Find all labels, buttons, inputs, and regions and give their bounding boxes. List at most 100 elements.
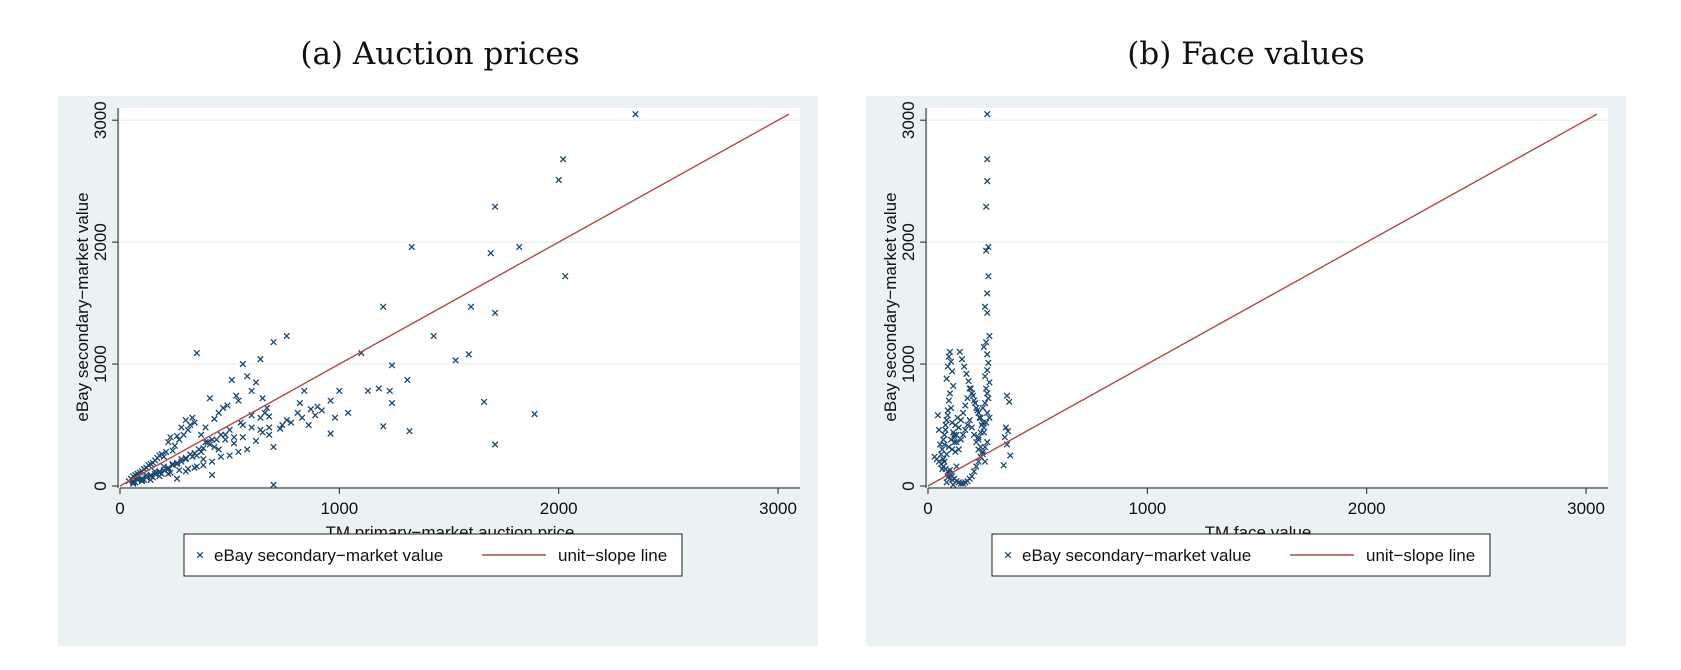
y-tick-label: 1000	[899, 345, 918, 383]
scatter-point	[151, 470, 159, 478]
panel-a-title: (a) Auction prices	[300, 36, 580, 72]
scatter-point	[314, 403, 321, 411]
scatter-point	[178, 424, 185, 431]
scatter-point	[270, 338, 277, 346]
scatter-point	[138, 475, 146, 482]
scatter-point	[206, 394, 214, 402]
scatter-point	[967, 385, 975, 392]
legend-marker-scatter	[1004, 551, 1012, 559]
scatter-point	[296, 399, 304, 407]
scatter-point	[962, 402, 969, 409]
scatter-point	[173, 475, 181, 482]
scatter-point	[981, 458, 989, 465]
scatter-point	[147, 476, 154, 484]
scatter-point	[327, 430, 334, 437]
scatter-point	[985, 273, 992, 280]
scatter-point	[944, 407, 952, 414]
scatter-point	[467, 303, 475, 311]
scatter-point	[138, 476, 146, 484]
scatter-point	[452, 357, 459, 364]
scatter-point	[937, 451, 945, 458]
scatter-point	[191, 419, 198, 426]
scatter-point	[217, 431, 225, 439]
scatter-point	[375, 385, 383, 392]
scatter-point	[948, 476, 956, 484]
scatter-point	[954, 414, 961, 421]
scatter-point	[193, 349, 201, 357]
scatter-point	[138, 477, 146, 485]
scatter-point	[283, 416, 290, 424]
scatter-point	[959, 431, 967, 439]
scatter-point	[162, 448, 170, 456]
scatter-point	[959, 480, 967, 487]
scatter-point	[970, 468, 978, 475]
legend-label-line: unit−slope line	[558, 546, 667, 565]
unit-slope-line	[927, 113, 1598, 487]
scatter-point	[953, 438, 960, 446]
scatter-point	[235, 448, 242, 456]
scatter-point	[981, 399, 989, 407]
scatter-point	[944, 412, 952, 419]
scatter-point	[129, 480, 137, 487]
scatter-point	[940, 436, 947, 443]
scatter-point	[300, 387, 308, 395]
legend-marker-scatter	[196, 551, 204, 559]
scatter-point	[404, 376, 411, 384]
scatter-point	[976, 414, 983, 421]
scatter-point	[980, 343, 988, 351]
x-tick-label: 3000	[1567, 499, 1605, 518]
scatter-point	[948, 368, 956, 375]
scatter-point	[960, 363, 968, 370]
scatter-point	[465, 351, 473, 358]
scatter-point	[208, 436, 216, 443]
scatter-point	[1004, 427, 1012, 435]
scatter-point	[983, 390, 991, 397]
scatter-point	[189, 414, 196, 421]
scatter-point	[943, 416, 950, 424]
scatter-point	[966, 385, 973, 392]
scatter-point	[257, 355, 264, 363]
scatter-point	[982, 385, 990, 392]
scatter-point	[977, 443, 984, 451]
scatter-point	[173, 432, 181, 440]
scatter-point	[943, 375, 950, 382]
scatter-point	[265, 424, 273, 431]
scatter-point	[959, 409, 967, 417]
scatter-point	[344, 409, 352, 417]
scatter-point	[211, 415, 218, 423]
scatter-point	[982, 247, 990, 254]
scatter-point	[975, 433, 982, 441]
scatter-point	[938, 465, 946, 473]
scatter-point	[388, 362, 396, 369]
scatter-point	[167, 433, 174, 441]
scatter-point	[243, 446, 251, 453]
scatter-point	[217, 453, 225, 460]
scatter-point	[226, 426, 233, 434]
scatter-point	[942, 421, 949, 429]
scatter-point	[1002, 424, 1010, 431]
scatter-point	[182, 455, 190, 463]
scatter-point	[964, 394, 971, 402]
scatter-point	[947, 358, 955, 365]
scatter-point	[491, 441, 499, 448]
scatter-point	[336, 387, 343, 395]
scatter-point	[230, 433, 238, 441]
scatter-point	[169, 447, 176, 454]
scatter-point	[259, 394, 266, 402]
legend-label-line: unit−slope line	[1366, 546, 1475, 565]
scatter-point	[949, 481, 957, 489]
scatter-point	[491, 203, 499, 211]
scatter-point	[515, 243, 523, 251]
scatter-point	[946, 348, 954, 356]
scatter-point	[983, 409, 991, 417]
scatter-point	[171, 442, 179, 450]
scatter-point	[224, 402, 231, 409]
scatter-point	[175, 466, 183, 474]
scatter-point	[978, 421, 986, 429]
scatter-point	[173, 459, 181, 467]
y-tick-label: 2000	[899, 223, 918, 261]
scatter-point	[379, 303, 387, 311]
scatter-point	[200, 444, 207, 452]
